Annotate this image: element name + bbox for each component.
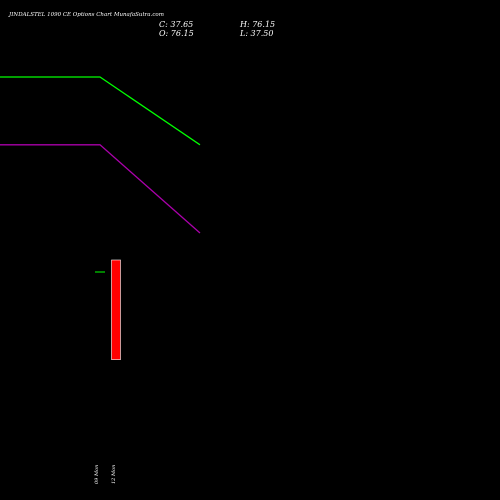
open-label: O: 76.15 (159, 29, 194, 38)
x-tick-label: 09 Mon (94, 465, 100, 484)
close-label: C: 37.65 (159, 20, 193, 29)
chart-title: JINDALSTEL 1090 CE Options Chart MunafaS… (8, 12, 164, 18)
candle-1 (111, 259, 121, 360)
candle-layer (95, 259, 121, 360)
indicator-line-0 (0, 76, 201, 146)
high-label: H: 76.15 (239, 20, 275, 29)
low-label: L: 37.50 (239, 29, 273, 38)
x-axis-ticks: 09 Mon 12 Mon (94, 465, 117, 484)
indicator-line-1 (0, 144, 201, 234)
series-layer (0, 76, 201, 234)
x-tick-label: 12 Mon (111, 465, 117, 484)
